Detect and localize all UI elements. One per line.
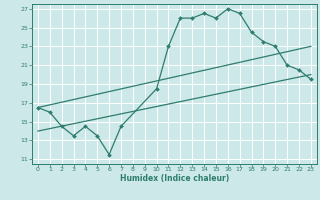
X-axis label: Humidex (Indice chaleur): Humidex (Indice chaleur) (120, 174, 229, 183)
